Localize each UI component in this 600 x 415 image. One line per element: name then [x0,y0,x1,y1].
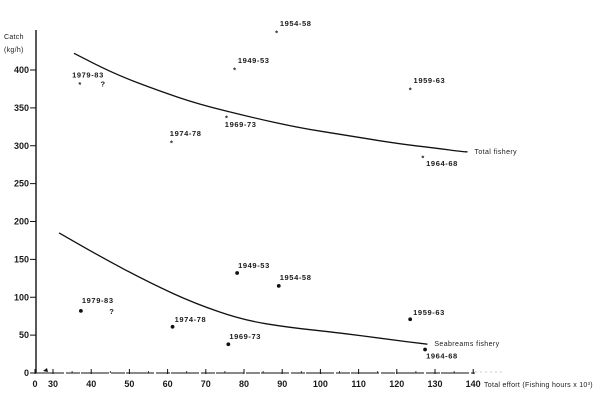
y-tick-label: 250 [14,179,29,189]
point-label: 1954-58 [280,19,312,28]
y-axis-title-line1: Catch [4,34,24,41]
axis-labels: 0 50 100 150 200 250 300 350 400 0 30 40 50 60 70 80 90 1… [4,34,593,389]
x-tick-label: 50 [124,379,134,389]
point-label: 1959-63 [413,308,445,317]
dot-marker-icon [235,271,240,275]
dot-marker-icon [226,342,231,347]
dot-marker-icon [408,317,413,322]
axis-break-mark [43,368,48,372]
x-tick-label: 140 [466,379,481,389]
x-tick-label: 130 [427,379,442,389]
axes [30,30,505,374]
y-tick-label: 300 [14,141,29,151]
x-tick-label: 60 [163,379,173,389]
point-label: 1964-68 [426,352,458,361]
uncertain-point-mark: ? [100,80,105,89]
fitted-curves [58,52,468,345]
point-label: 1949-53 [238,261,270,270]
x-tick-label: 90 [277,379,287,389]
dot-marker-icon [78,308,83,313]
x-tick-label: 110 [351,379,366,389]
x-tick-label: 100 [313,379,328,389]
point-label: 1954-58 [280,273,312,282]
point-label: 1969-73 [225,120,257,129]
x-tick-label: 70 [201,379,211,389]
dot-marker-icon [423,347,427,352]
star-marker-icon: * [409,85,413,94]
dot-marker-icon [276,283,281,288]
x-axis-title: Total effort (Fishing hours x 10³) [484,382,593,389]
x-tick-label: 80 [239,379,249,389]
x-tick-label: 0 [32,379,37,389]
star-marker-icon: * [78,80,82,89]
y-tick-label: 350 [14,103,29,113]
uncertain-point-mark: ? [109,307,114,316]
point-label: 1959-63 [414,76,446,85]
star-marker-icon: * [233,66,237,75]
x-tick-label: 40 [86,379,96,389]
dot-marker-icon [170,324,175,329]
y-tick-label: 400 [14,65,29,75]
y-tick-label: 100 [14,292,29,302]
point-label: 1949-53 [238,56,270,65]
point-label: 1974-78 [175,315,207,324]
total-fishery-curve [73,52,468,153]
data-points: *1949-53*1954-58*1959-63*1964-68*1969-73… [72,19,458,361]
point-label: 1979-83 [82,296,114,305]
x-tick-label: 120 [389,379,404,389]
y-tick-label: 150 [14,254,29,264]
point-label: 1979-83 [72,71,104,80]
star-marker-icon: * [225,113,229,122]
y-axis-title-line2: (kg/h) [4,47,24,54]
x-tick-label: 30 [48,379,58,389]
point-label: 1964-68 [426,159,458,168]
point-label: 1974-78 [170,129,202,138]
y-tick-label: 200 [14,217,29,227]
star-marker-icon: * [275,29,279,38]
star-marker-icon: * [421,154,425,163]
y-tick-label: 50 [19,330,29,340]
y-tick-label: 0 [24,368,29,378]
star-marker-icon: * [170,138,174,147]
total-fishery-label: Total fishery [474,149,517,156]
point-label: 1969-73 [229,332,261,341]
seabreams-fishery-label: Seabreams fishery [434,341,499,348]
seabreams-fishery-curve [58,232,428,345]
